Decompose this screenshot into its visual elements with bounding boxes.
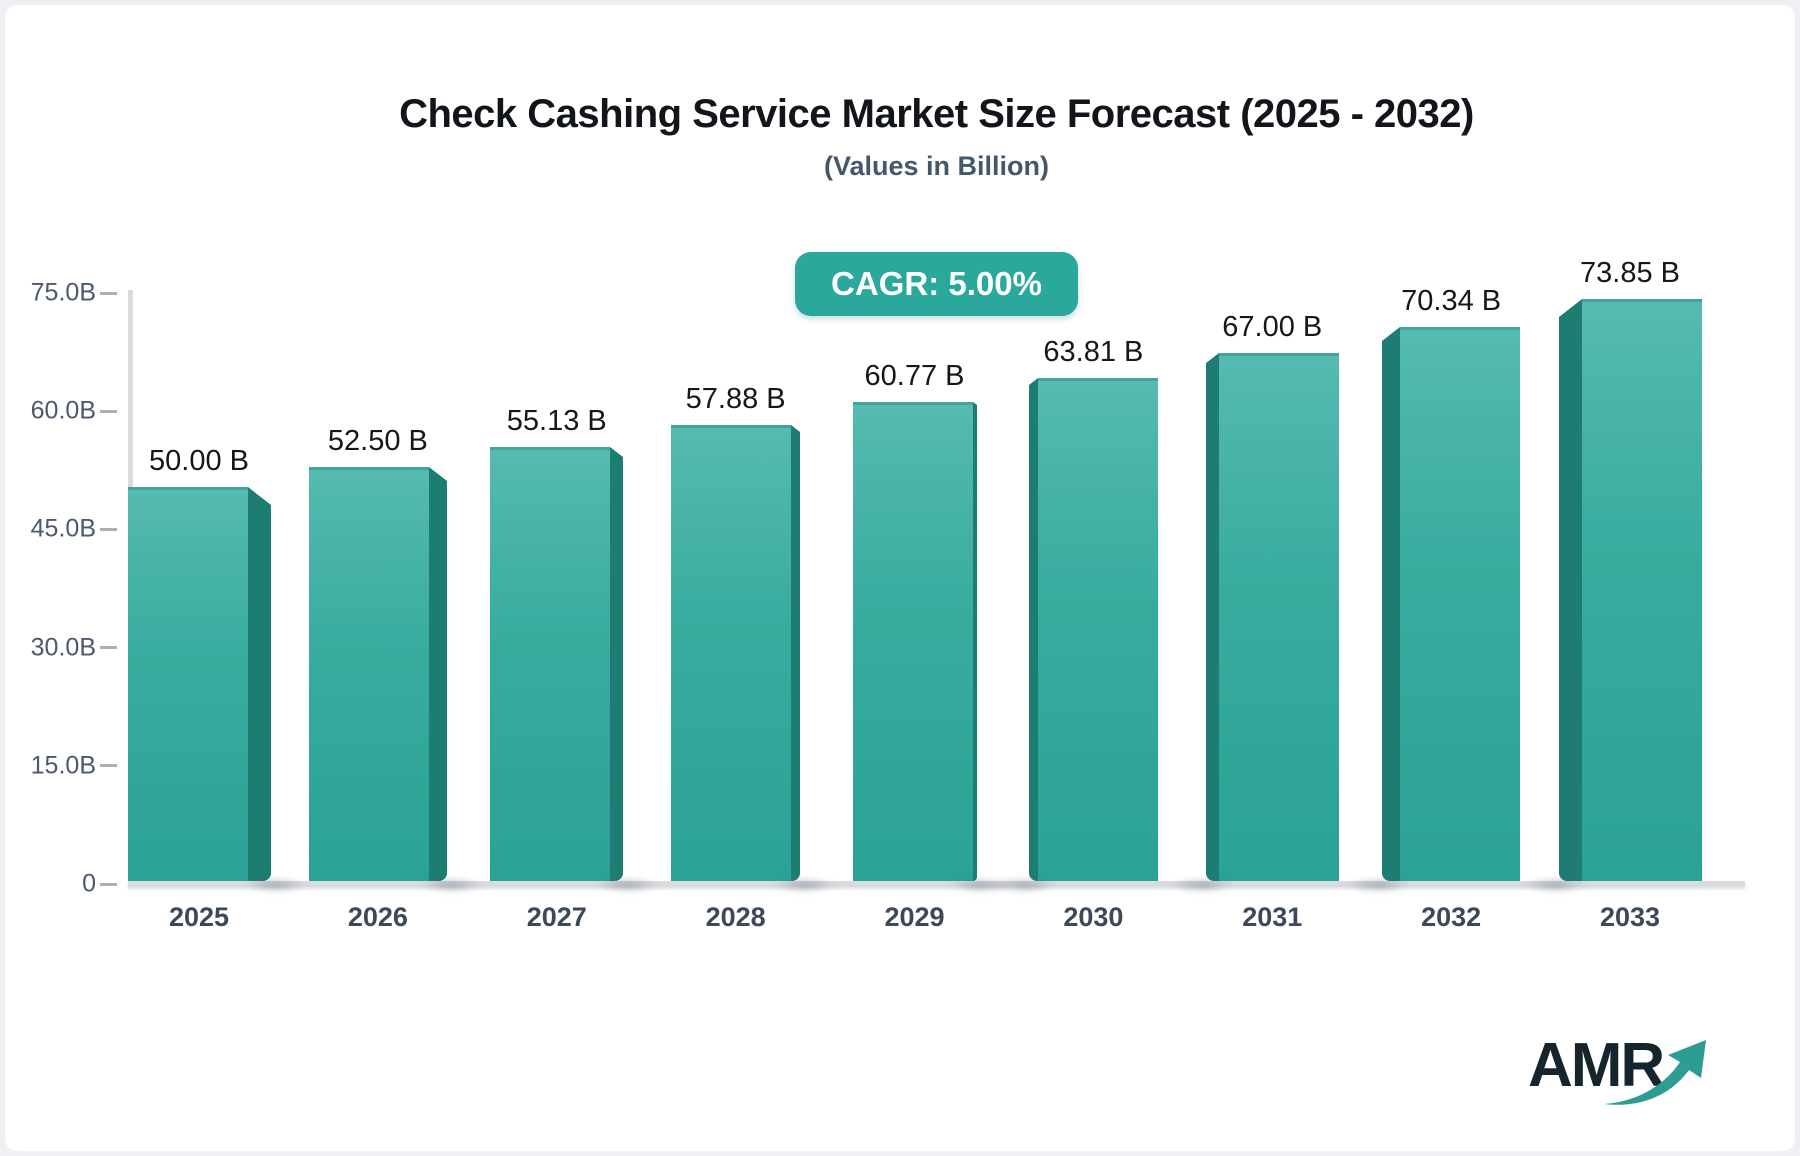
bar-side-shade	[610, 447, 623, 881]
bar-shadow	[1523, 877, 1587, 893]
bar-side-shade	[429, 467, 447, 881]
bar-value-label: 50.00 B	[149, 445, 249, 477]
bar-2033[interactable]	[1559, 299, 1702, 881]
bar-face	[309, 467, 429, 881]
cagr-badge-row: CAGR: 5.00%	[130, 252, 1743, 316]
bar-side-shade	[791, 425, 800, 881]
bar-value-label: 52.50 B	[327, 425, 428, 457]
x-axis-label-2029: 2029	[884, 902, 945, 932]
bar-side-shade	[1206, 353, 1219, 881]
chart-title: Check Cashing Service Market Size Foreca…	[399, 92, 1474, 136]
brand-logo-text: AMR	[1528, 1031, 1665, 1100]
y-axis-tick	[100, 291, 117, 295]
bar-2030[interactable]	[1029, 378, 1158, 881]
bar-2031[interactable]	[1206, 353, 1339, 881]
y-axis-tick	[100, 409, 117, 413]
bar-face	[1219, 353, 1339, 881]
bar-2032[interactable]	[1382, 327, 1520, 881]
x-axis-label-2031: 2031	[1242, 902, 1303, 932]
x-axis-label-2025: 2025	[168, 902, 230, 932]
bar-shadow	[595, 877, 659, 893]
y-axis-tick-label: 60.0B	[30, 396, 96, 425]
x-axis-baseline	[128, 881, 1745, 887]
x-axis-label-2033: 2033	[1599, 902, 1661, 932]
bar-face	[1582, 299, 1702, 881]
bar-value-label: 57.88 B	[685, 383, 786, 415]
bar-value-label: 63.81 B	[1043, 336, 1144, 368]
bar-2026[interactable]	[309, 467, 447, 881]
bar-shadow	[1170, 877, 1234, 893]
bar-2025[interactable]	[128, 487, 271, 881]
bar-face	[1038, 378, 1158, 881]
bar-2027[interactable]	[490, 447, 623, 881]
bar-value-label: 67.00 B	[1222, 311, 1323, 343]
bar-2028[interactable]	[671, 425, 800, 881]
brand-logo: AMR	[1528, 1030, 1718, 1120]
bar-face	[128, 487, 248, 881]
bar-value-label: 70.34 B	[1401, 285, 1502, 317]
growth-arrow-icon	[1604, 1040, 1706, 1105]
y-axis-tick	[100, 646, 117, 650]
bar-shadow	[772, 877, 836, 893]
x-axis-label-2030: 2030	[1063, 902, 1124, 932]
bar-face	[853, 402, 973, 881]
bar-shadow	[243, 877, 307, 893]
bar-side-shade	[973, 402, 977, 881]
bar-face	[490, 447, 610, 881]
x-axis-label-2026: 2026	[347, 902, 408, 932]
chart-header: Check Cashing Service Market Size Foreca…	[130, 92, 1743, 182]
y-axis-tick-label: 45.0B	[30, 514, 96, 543]
y-axis-tick-label: 30.0B	[30, 633, 96, 662]
bar-side-shade	[1382, 327, 1400, 881]
bar-face	[671, 425, 791, 881]
y-axis-tick-label: 0	[82, 869, 96, 898]
chart-subtitle: (Values in Billion)	[823, 151, 1050, 181]
x-axis-label-2032: 2032	[1421, 902, 1482, 932]
bar-value-label: 60.77 B	[864, 360, 965, 392]
bar-shadow	[1346, 877, 1410, 893]
bar-side-shade	[1029, 378, 1038, 881]
y-axis-tick-label: 75.0B	[30, 278, 96, 307]
bar-2029[interactable]	[853, 402, 977, 881]
x-axis-label-2028: 2028	[705, 902, 766, 932]
bar-shadow	[993, 877, 1057, 893]
bar-shadow	[949, 877, 1013, 893]
x-axis-label-2027: 2027	[526, 902, 587, 932]
y-axis-tick	[100, 527, 117, 531]
bar-side-shade	[248, 487, 271, 881]
y-axis-tick	[100, 764, 117, 768]
bar-face	[1400, 327, 1520, 881]
bar-value-label: 73.85 B	[1580, 257, 1680, 289]
cagr-badge: CAGR: 5.00%	[795, 252, 1078, 316]
bar-side-shade	[1559, 299, 1582, 881]
bar-shadow	[419, 877, 483, 893]
y-axis-tick-label: 15.0B	[30, 751, 96, 780]
y-axis-tick	[100, 882, 117, 886]
bar-value-label: 55.13 B	[506, 405, 607, 437]
